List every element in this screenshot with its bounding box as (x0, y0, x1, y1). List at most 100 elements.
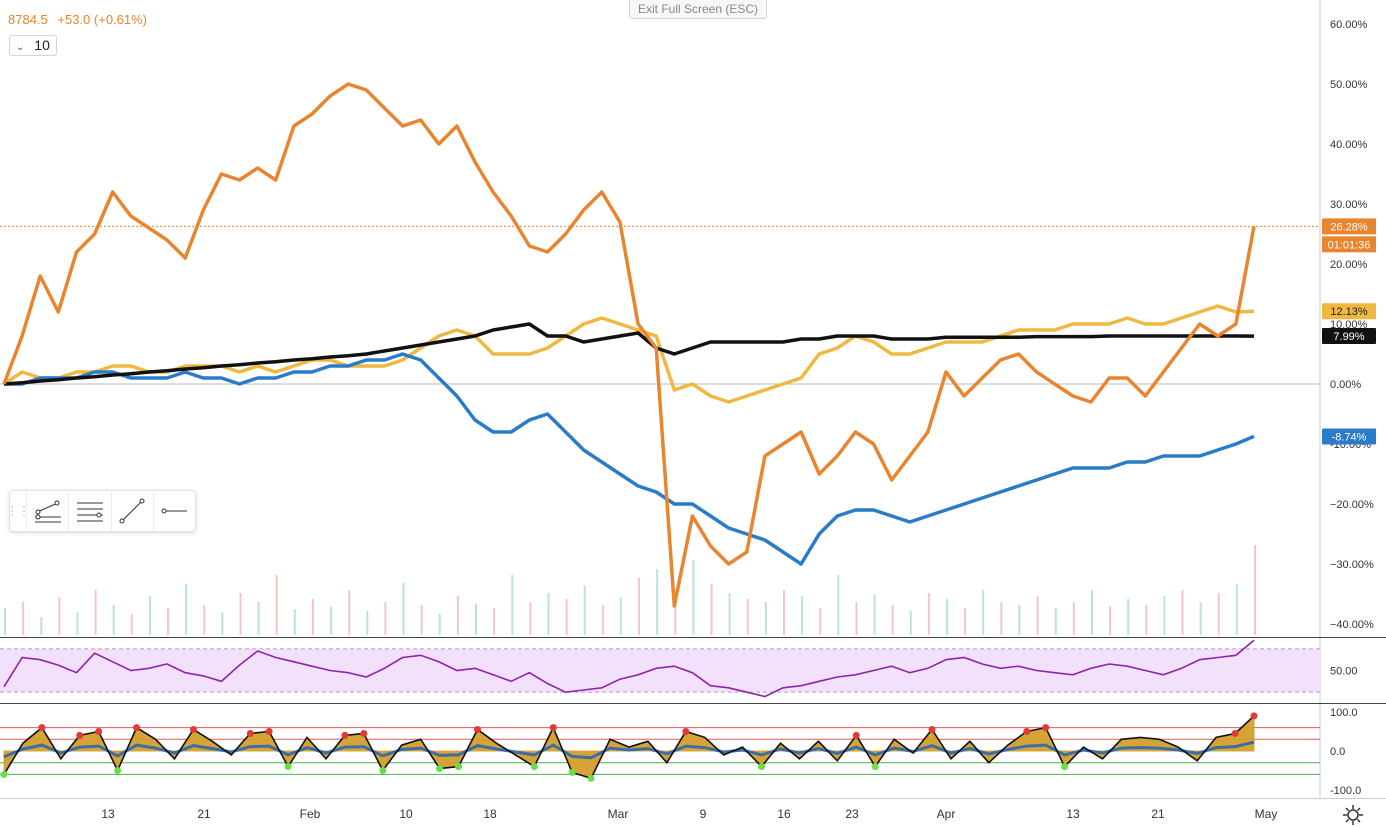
volume-bar (601, 605, 604, 635)
volume-bar (946, 599, 949, 635)
volume-bar (239, 593, 242, 635)
series-line-black (3, 322, 1255, 386)
x-tick-label: May (1255, 807, 1278, 821)
volume-bar (40, 617, 43, 635)
volume-bar (529, 602, 532, 635)
exit-fullscreen-button[interactable]: Exit Full Screen (ESC) (629, 0, 767, 19)
countdown-bg (1322, 236, 1376, 253)
y-tick-label: 0.00% (1330, 379, 1361, 391)
multi-line-tool-button[interactable] (26, 491, 68, 531)
gear-icon[interactable] (1342, 804, 1364, 826)
osc-signal-dot (682, 728, 690, 735)
volume-bar (656, 569, 659, 635)
chevron-down-icon: ⌄ (16, 42, 25, 53)
countdown-label: 01:01:36 (1328, 239, 1371, 251)
volume-bar (275, 575, 278, 635)
volume-bar (94, 590, 97, 635)
volume-bar (185, 584, 188, 635)
x-tick-label: Feb (300, 807, 321, 821)
series-line-yellow (3, 304, 1255, 404)
osc-signal-dot (530, 763, 538, 771)
y-tick-label: 60.00% (1330, 19, 1368, 31)
volume-bar (112, 605, 115, 635)
drag-handle-icon[interactable]: ⋮⋮ (6, 504, 30, 518)
volume-bar (1109, 606, 1112, 635)
osc-signal-dot (360, 729, 368, 737)
x-tick-label: 13 (101, 807, 115, 821)
volume-bar (58, 597, 61, 635)
x-tick-label: 9 (700, 807, 707, 821)
interval-selector[interactable]: ⌄ 10 (9, 35, 57, 56)
x-tick-label: 21 (1151, 807, 1165, 821)
osc-signal-dot (246, 729, 254, 737)
rsi-tick-label: 50.00 (1330, 666, 1358, 678)
volume-bar (420, 605, 423, 635)
volume-bar (402, 582, 405, 635)
volume-bar (819, 608, 822, 635)
volume-bar (203, 605, 206, 635)
osc-tick-label: 0.0 (1330, 746, 1345, 758)
volume-bar (710, 584, 713, 635)
volume-bar (366, 611, 369, 635)
x-tick-label: Apr (937, 807, 956, 821)
volume-bar (221, 612, 224, 635)
last-value-label-bg (1322, 303, 1376, 320)
horizontal-ray-button[interactable] (152, 491, 195, 531)
y-tick-label: −20.00% (1330, 499, 1374, 511)
parallel-lines-button[interactable] (68, 491, 110, 531)
volume-bar (982, 590, 985, 635)
osc-signal-dot (852, 731, 860, 739)
osc-signal-dot (38, 724, 46, 732)
y-tick-label: −30.00% (1330, 559, 1374, 571)
volume-bar (456, 596, 459, 635)
x-tick-label: 18 (483, 807, 497, 821)
volume-bar (148, 596, 151, 635)
osc-signal-dot (928, 726, 936, 734)
last-price: 8784.5 (8, 12, 48, 27)
drawing-toolbar: ⋮⋮ (6, 490, 196, 532)
volume-bar (1000, 602, 1003, 635)
y-tick-label: 40.00% (1330, 139, 1368, 151)
x-tick-label: 13 (1066, 807, 1080, 821)
volume-bar (1163, 596, 1166, 635)
osc-signal-dot (341, 731, 349, 739)
volume-bar (384, 602, 387, 635)
trend-line-button[interactable] (110, 491, 153, 531)
volume-bar (909, 611, 912, 635)
osc-signal-dot (379, 767, 387, 774)
volume-bar (1054, 608, 1057, 635)
volume-bar (22, 602, 25, 635)
volume-bar (330, 606, 333, 635)
volume-bar (873, 594, 876, 635)
volume-bar (167, 608, 170, 635)
osc-signal-dot (473, 726, 481, 734)
volume-bar (1072, 602, 1075, 635)
osc-signal-dot (0, 770, 8, 778)
x-tick-label: Mar (608, 807, 629, 821)
volume-bar (619, 597, 622, 635)
volume-bar (964, 608, 967, 635)
multi-line-tool-icon (34, 500, 61, 523)
volume-bar (1181, 590, 1184, 635)
price-change: +53.0 (+0.61%) (57, 12, 148, 27)
last-value-label-bg (1322, 218, 1376, 235)
volume-bar (293, 609, 296, 635)
last-value-label: 26.28% (1330, 221, 1368, 233)
last-value-label: -8.74% (1332, 431, 1367, 443)
interval-value: 10 (34, 37, 50, 53)
volume-bar (891, 605, 894, 635)
osc-signal-dot (265, 728, 273, 735)
volume-bar (4, 608, 6, 635)
osc-signal-dot (114, 767, 122, 774)
rsi-line (3, 639, 1255, 698)
series-line-orange (2, 82, 1256, 608)
volume-bar (728, 593, 731, 635)
x-tick-label: 16 (777, 807, 791, 821)
osc-signal-dot (436, 765, 444, 773)
y-tick-label: 20.00% (1330, 259, 1368, 271)
osc-signal-dot (1061, 763, 1069, 771)
volume-bar (855, 602, 858, 635)
volume-bar (1145, 605, 1148, 635)
osc-signal-dot (133, 724, 141, 732)
